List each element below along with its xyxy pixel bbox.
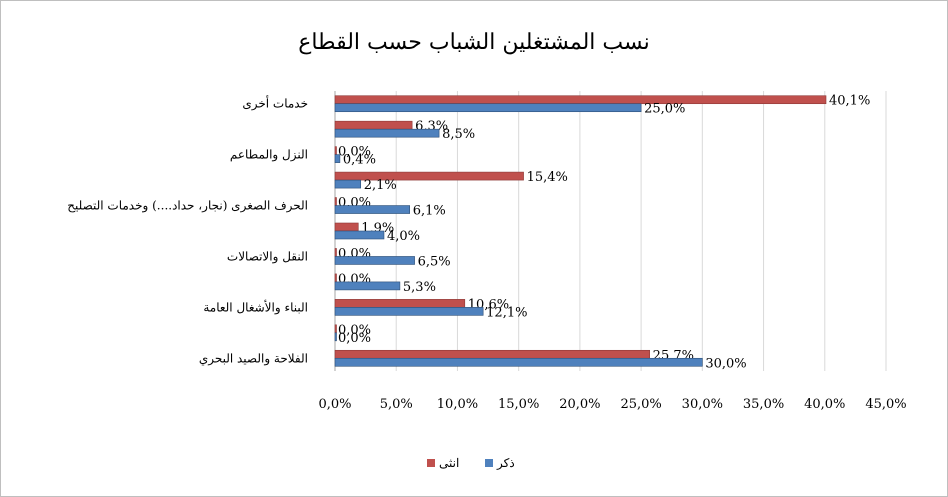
bar-male (334, 205, 410, 214)
bar-male (334, 307, 484, 316)
data-label-male: 0,4% (343, 153, 376, 168)
data-label-female: 40,1% (829, 94, 870, 109)
bar-male (334, 179, 362, 189)
legend-label-female: انثى (439, 456, 459, 470)
x-tick-label: 20,0% (559, 397, 600, 412)
x-axis-ticks: 0,0% 5,0% 10,0% 15,0% 20,0% 25,0% 30,0% 35,0% 40… (318, 397, 906, 412)
data-label-female: 15,4% (527, 170, 568, 185)
bar-female (334, 273, 337, 283)
bar-male (334, 332, 337, 342)
x-tick-label: 45,0% (865, 397, 906, 412)
data-label-male: 6,5% (418, 254, 451, 269)
x-tick-label: 0,0% (318, 397, 351, 412)
bar-female (334, 197, 337, 206)
gridlines (334, 91, 887, 371)
x-tick-label: 10,0% (437, 397, 478, 412)
data-label-female: 0,0% (338, 323, 371, 338)
data-label-male: 8,5% (442, 127, 475, 142)
bar-male (334, 230, 385, 240)
legend-swatch-male (485, 459, 493, 467)
bar-male (334, 154, 341, 163)
bar-female (334, 120, 413, 130)
bar-male (334, 256, 415, 265)
bar-female (334, 349, 650, 359)
chart-title: نسب المشتغلين الشباب حسب القطاع (298, 30, 650, 55)
data-label-male: 5,3% (403, 280, 436, 295)
bar-female (334, 299, 466, 308)
bar-female (334, 222, 359, 232)
bar-male (334, 357, 703, 367)
data-label-male: 6,1% (413, 204, 446, 219)
category-label: النقل والاتصالات (227, 249, 308, 263)
data-label-male: 30,0% (705, 356, 746, 371)
category-labels: الفلاحة والصيد البحري البناء والأشغال الع… (67, 96, 308, 366)
data-label-male: 4,0% (387, 229, 420, 244)
category-label: النزل والمطاعم (230, 148, 308, 162)
data-label-male: 12,1% (486, 305, 527, 320)
legend: ذكر انثى (427, 456, 515, 470)
bar-female (334, 95, 827, 105)
category-label: البناء والأشغال العامة (203, 299, 308, 314)
category-label: الحرف الصغرى (نجار، حداد....) وخدمات الت… (67, 199, 308, 213)
x-tick-label: 40,0% (804, 397, 845, 412)
category-label: الفلاحة والصيد البحري (199, 351, 308, 365)
bar-male (334, 103, 642, 113)
bar-female (334, 248, 337, 257)
data-label-female: 0,0% (338, 145, 371, 160)
legend-swatch-female (427, 459, 435, 467)
bars: 25,7%30,0%0,0%0,0%10,6%12,1%0,0%5,3%0,0%… (334, 94, 870, 371)
legend-label-male: ذكر (496, 456, 515, 470)
bar-female (334, 171, 524, 181)
x-tick-label: 5,0% (380, 397, 413, 412)
bar-female (334, 146, 337, 155)
bar-female (334, 324, 337, 334)
category-label: خدمات أخرى (242, 96, 308, 111)
data-label-male: 0,0% (338, 331, 371, 346)
x-tick-label: 25,0% (620, 397, 661, 412)
data-label-male: 25,0% (644, 102, 685, 117)
x-tick-label: 15,0% (498, 397, 539, 412)
bar-male (334, 281, 401, 291)
bar-male (334, 128, 440, 138)
data-label-male: 2,1% (364, 178, 397, 193)
x-tick-label: 35,0% (743, 397, 784, 412)
x-tick-label: 30,0% (682, 397, 723, 412)
